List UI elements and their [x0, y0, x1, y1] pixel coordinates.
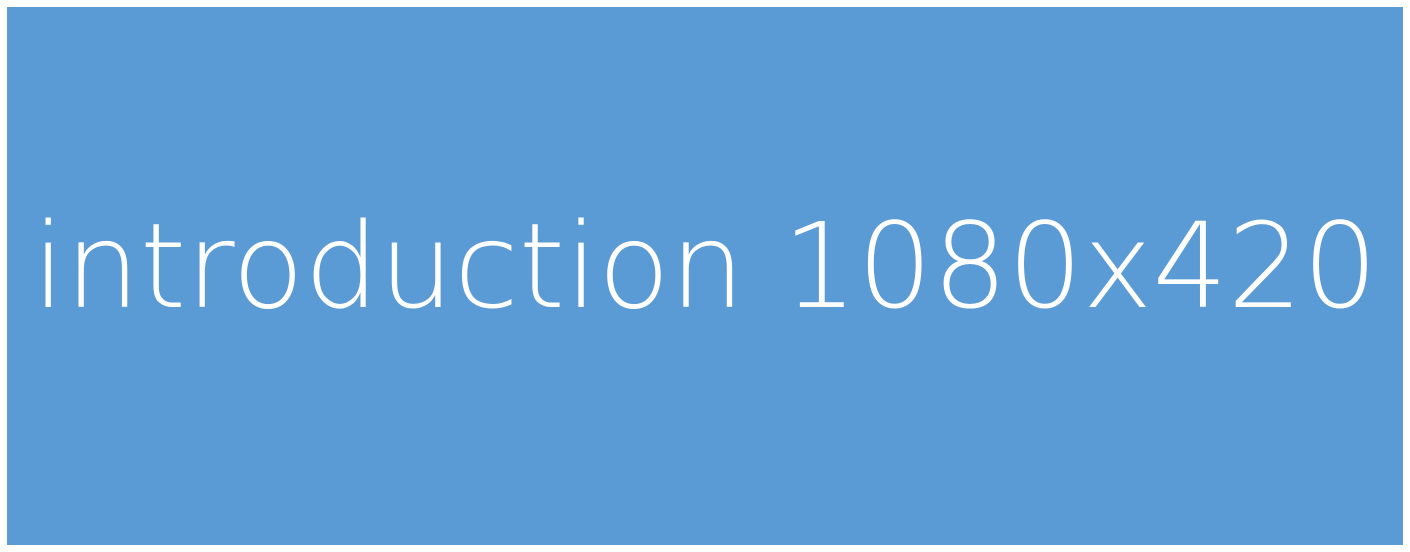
banner-title: introduction 1080x420: [32, 197, 1378, 335]
placeholder-banner: introduction 1080x420: [7, 7, 1403, 545]
